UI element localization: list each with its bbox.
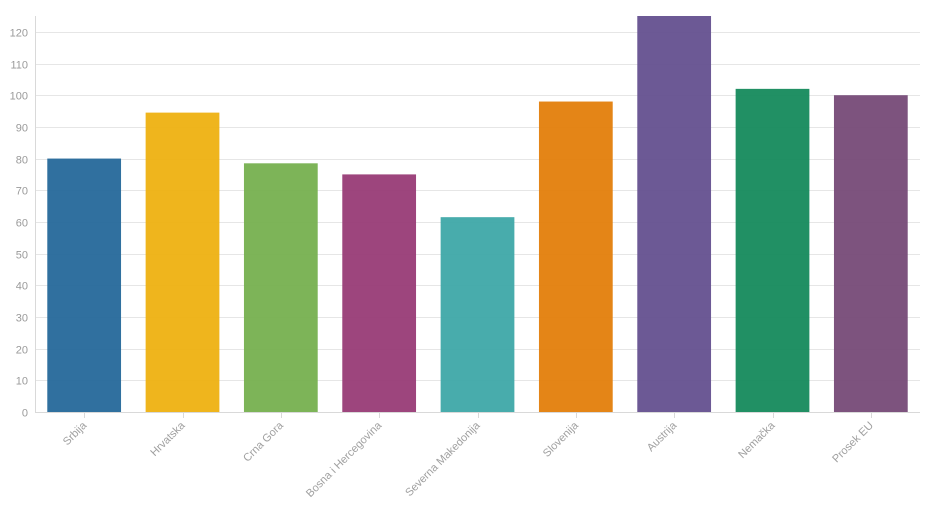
x-tick-label: Severna Makedonija — [403, 419, 483, 499]
bar — [243, 163, 318, 412]
bar — [342, 174, 417, 412]
bar — [735, 88, 810, 413]
x-tick-label: Hrvatska — [148, 419, 188, 459]
x-axis-ticks: Srbija Hrvatska Crna Gora Bosna i Hercegovi… — [61, 412, 876, 500]
bar — [833, 95, 908, 412]
y-tick-label: 0 — [22, 408, 28, 420]
y-tick-label: 110 — [10, 60, 28, 72]
y-tick-label: 100 — [10, 91, 28, 103]
bar — [637, 16, 712, 412]
y-tick-label: 50 — [16, 250, 28, 262]
y-axis-ticks: 0 10 20 30 40 50 60 70 80 90 100 110 120 — [10, 28, 28, 420]
bar — [538, 101, 613, 412]
y-tick-label: 10 — [16, 376, 28, 388]
y-tick-label: 120 — [10, 28, 28, 40]
bar — [145, 112, 220, 413]
x-tick-label: Crna Gora — [241, 419, 286, 464]
bars — [47, 16, 908, 413]
x-tick-label: Srbija — [61, 419, 90, 448]
y-tick-label: 60 — [16, 218, 28, 230]
bar — [47, 158, 122, 412]
x-tick-label: Nemačka — [736, 419, 778, 461]
y-tick-label: 70 — [16, 186, 28, 198]
y-tick-label: 90 — [16, 123, 28, 135]
y-tick-label: 80 — [16, 155, 28, 167]
y-tick-label: 20 — [16, 345, 28, 357]
x-tick-label: Prosek EU — [830, 420, 876, 466]
y-tick-label: 40 — [16, 281, 28, 293]
y-tick-label: 30 — [16, 313, 28, 325]
bar — [440, 217, 515, 412]
x-tick-label: Austrija — [645, 419, 680, 454]
axes — [35, 16, 920, 413]
x-tick-label: Bosna i Hercegovina — [304, 419, 385, 500]
x-tick-label: Slovenija — [541, 419, 582, 460]
